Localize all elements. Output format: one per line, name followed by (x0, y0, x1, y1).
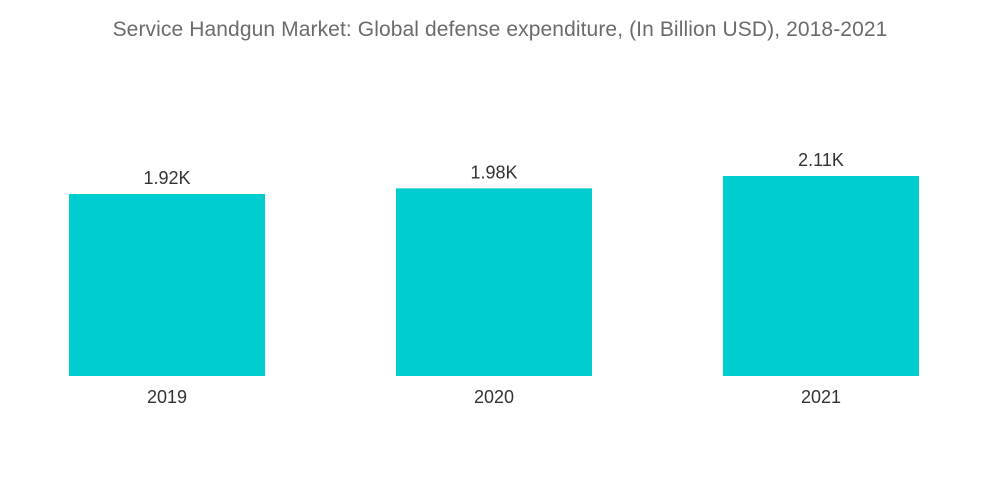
data-label-2021: 2.11K (798, 150, 844, 170)
bar-2021 (723, 176, 919, 376)
bar-2019 (69, 194, 265, 376)
x-tick-label-2021: 2021 (801, 387, 841, 407)
chart-title: Service Handgun Market: Global defense e… (112, 18, 888, 41)
data-label-2019: 1.92K (143, 168, 190, 188)
bars-layer: 1.92K 2019 1.98K 2020 2.11K 2021 (69, 150, 919, 407)
bar-2020 (396, 188, 592, 376)
data-label-2020: 1.98K (470, 162, 517, 182)
x-tick-label-2019: 2019 (147, 387, 187, 407)
x-tick-label-2020: 2020 (474, 387, 514, 407)
